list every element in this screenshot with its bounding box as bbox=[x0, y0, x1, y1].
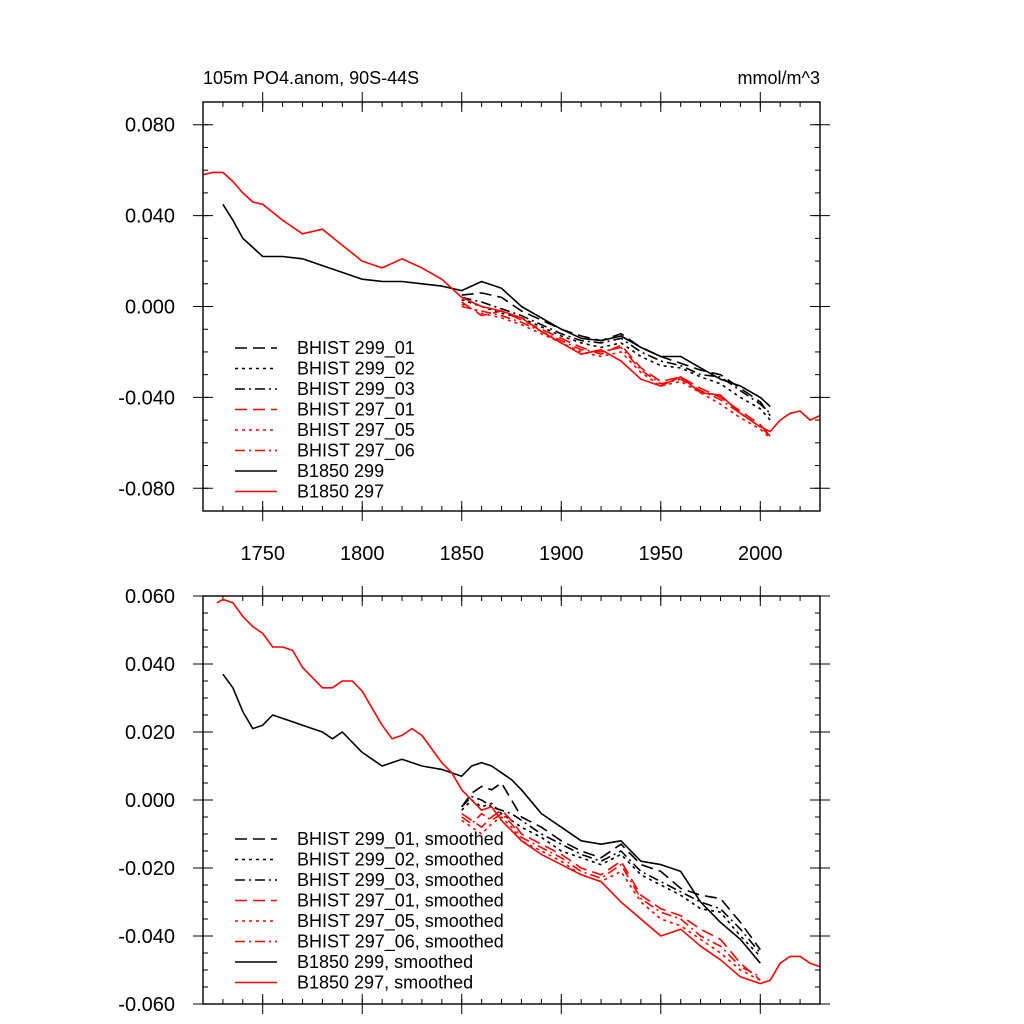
bottom-ytick-label: -0.020 bbox=[118, 858, 175, 880]
top-ytick-label: -0.040 bbox=[118, 387, 175, 409]
top-series-bhist-299-01 bbox=[461, 292, 771, 417]
bottom-series-bhist-299-01-smoothed bbox=[461, 782, 761, 951]
bottom-plot-frame bbox=[202, 595, 821, 1005]
top-series-b1850-297 bbox=[202, 171, 821, 433]
top-ytick-label: 0.000 bbox=[125, 297, 175, 319]
top-series-bhist-297-05 bbox=[461, 303, 771, 439]
top-xtick-label: 1850 bbox=[439, 543, 484, 565]
top-series-bhist-299-02 bbox=[461, 298, 771, 421]
bottom-series-bhist-299-02-smoothed bbox=[461, 799, 761, 957]
top-legend-label: BHIST 297_06 bbox=[297, 441, 415, 462]
top-series-bhist-297-01 bbox=[461, 301, 771, 437]
bottom-legend-label: BHIST 299_01, smoothed bbox=[297, 829, 504, 850]
bottom-ytick-label: 0.020 bbox=[125, 722, 175, 744]
top-units: mmol/m^3 bbox=[738, 68, 820, 88]
bottom-ytick-label: -0.060 bbox=[118, 994, 175, 1016]
top-xtick-label: 1900 bbox=[539, 543, 584, 565]
top-legend-label: B1850 297 bbox=[297, 482, 384, 502]
top-xtick-label: 1800 bbox=[340, 543, 385, 565]
bottom-legend-label: BHIST 297_05, smoothed bbox=[297, 911, 504, 932]
bottom-ytick-label: 0.060 bbox=[125, 586, 175, 608]
bottom-series-b1850-297-smoothed bbox=[216, 598, 821, 985]
top-xtick-label: 1750 bbox=[240, 543, 285, 565]
top-title: 105m PO4.anom, 90S-44S bbox=[203, 68, 419, 88]
top-plot-frame bbox=[202, 101, 821, 512]
bottom-series-bhist-297-05-smoothed bbox=[461, 816, 761, 981]
top-panel: 105m PO4.anom, 90S-44S mmol/m^3 0.080 0.0… bbox=[118, 68, 830, 565]
bottom-panel: 0.060 0.040 0.020 0.000 -0.020 -0.040 -0.060 B… bbox=[118, 586, 830, 1016]
bottom-legend-label: B1850 297, smoothed bbox=[297, 973, 473, 993]
bottom-series-bhist-297-01-smoothed bbox=[461, 809, 761, 981]
top-legend-label: BHIST 299_02 bbox=[297, 359, 415, 380]
top-legend-label: BHIST 299_03 bbox=[297, 379, 415, 400]
bottom-ytick-label: 0.000 bbox=[125, 790, 175, 812]
bottom-legend-label: BHIST 297_06, smoothed bbox=[297, 932, 504, 953]
bottom-legend-label: BHIST 299_03, smoothed bbox=[297, 870, 504, 891]
top-xtick-label: 1950 bbox=[639, 543, 684, 565]
top-ytick-label: 0.040 bbox=[125, 206, 175, 228]
bottom-series-bhist-297-06-smoothed bbox=[461, 812, 761, 978]
top-legend-label: BHIST 297_05 bbox=[297, 420, 415, 441]
top-ytick-label: -0.080 bbox=[118, 478, 175, 500]
bottom-legend-label: B1850 299, smoothed bbox=[297, 952, 473, 972]
top-series-bhist-299-03 bbox=[461, 296, 771, 414]
bottom-series-bhist-299-03-smoothed bbox=[461, 795, 761, 954]
bottom-series-b1850-299-smoothed bbox=[222, 673, 761, 964]
top-ytick-label: 0.080 bbox=[125, 115, 175, 137]
top-series-bhist-297-06 bbox=[461, 305, 771, 437]
bottom-legend-label: BHIST 299_02, smoothed bbox=[297, 850, 504, 871]
bottom-ytick-label: 0.040 bbox=[125, 654, 175, 676]
top-series-b1850-299 bbox=[222, 203, 771, 408]
top-xtick-label: 2000 bbox=[738, 543, 783, 565]
top-legend-label: B1850 299 bbox=[297, 461, 384, 481]
top-legend-label: BHIST 297_01 bbox=[297, 400, 415, 421]
bottom-legend-label: BHIST 297_01, smoothed bbox=[297, 891, 504, 912]
top-legend-label: BHIST 299_01 bbox=[297, 338, 415, 359]
bottom-ytick-label: -0.040 bbox=[118, 926, 175, 948]
